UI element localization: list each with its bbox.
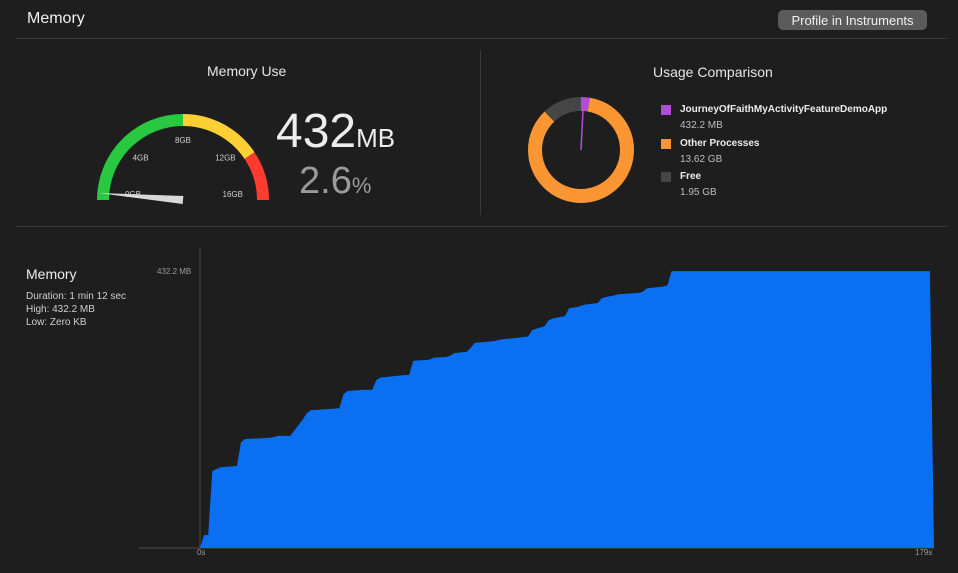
legend-swatch-app <box>661 105 671 115</box>
donut-slice-free <box>528 97 634 203</box>
graph-y-max-label: 432.2 MB <box>157 267 192 276</box>
gauge-needle <box>98 192 184 204</box>
usage-comparison-title: Usage Comparison <box>653 64 773 80</box>
graph-x-start-label: 0s <box>197 548 206 557</box>
legend-value-app: 432.2 MB <box>680 120 723 131</box>
memory-use-unit: MB <box>356 123 396 153</box>
graph-x-end-label: 179s <box>915 548 933 557</box>
memory-area-series <box>200 271 934 548</box>
gauge-green-segment <box>97 114 184 201</box>
legend-name-free: Free <box>680 171 702 182</box>
legend-value-free: 1.95 GB <box>680 187 717 198</box>
gauge-label-8gb: 8GB <box>175 136 191 145</box>
gauge-label-16gb: 16GB <box>223 190 243 199</box>
usage-donut-chart <box>528 97 634 203</box>
panel-divider <box>480 50 481 215</box>
profile-in-instruments-button[interactable]: Profile in Instruments <box>778 10 927 30</box>
donut-app-marker <box>580 111 584 151</box>
header-divider <box>15 38 947 39</box>
gauge-label-4gb: 4GB <box>133 154 149 163</box>
donut-slice-other-processes <box>528 97 634 203</box>
graph-high: High: 432.2 MB <box>26 304 95 315</box>
gauge-label-12gb: 12GB <box>215 154 235 163</box>
memory-use-percent-number: 2.6 <box>299 160 352 202</box>
memory-use-number: 432 <box>276 105 357 158</box>
memory-use-value: 432MB <box>276 104 395 159</box>
graph-duration: Duration: 1 min 12 sec <box>26 291 127 302</box>
legend-swatch-other-processes <box>661 139 671 149</box>
graph-title: Memory <box>26 266 77 282</box>
memory-gauge: 0GB 4GB 8GB 12GB 16GB <box>97 114 269 204</box>
legend-name-app: JourneyOfFaithMyActivityFeatureDemoApp <box>680 104 888 115</box>
section-divider <box>15 226 947 227</box>
memory-use-title: Memory Use <box>207 63 287 79</box>
memory-use-percent-unit: % <box>351 173 372 198</box>
window-header: Memory Profile in Instruments <box>0 0 958 38</box>
gauge-yellow-segment <box>182 114 255 160</box>
legend-swatch-free <box>661 172 671 182</box>
legend-value-other-processes: 13.62 GB <box>680 154 723 165</box>
graph-low: Low: Zero KB <box>26 317 87 328</box>
gauge-red-segment <box>244 152 269 201</box>
legend-name-other-processes: Other Processes <box>680 138 760 149</box>
memory-use-percent: 2.6% <box>299 160 371 203</box>
page-title: Memory <box>27 10 85 27</box>
